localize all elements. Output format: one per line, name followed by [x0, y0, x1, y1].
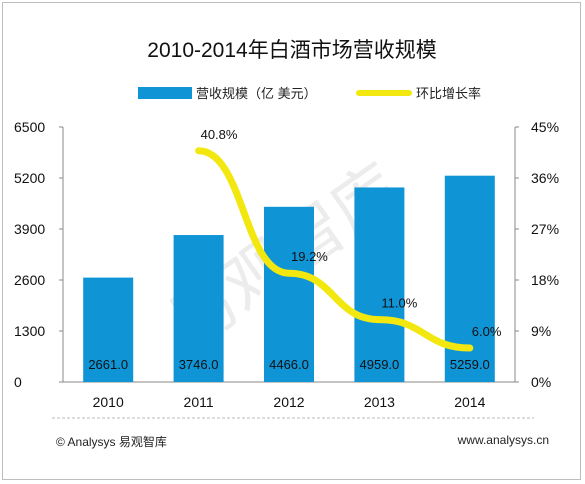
- bar-value-label: 2661.0: [88, 357, 128, 372]
- bar: [354, 187, 405, 382]
- x-tick-label: 2013: [364, 394, 395, 410]
- bar-value-label: 3746.0: [179, 357, 219, 372]
- growth-line: [195, 147, 474, 352]
- y-right-tick-label: 0%: [531, 374, 551, 390]
- x-tick-label: 2010: [93, 394, 124, 410]
- y-right-tick-label: 18%: [531, 272, 559, 288]
- growth-value-label: 19.2%: [291, 249, 328, 264]
- x-tick-label: 2011: [184, 394, 214, 410]
- y-left-tick-label: 2600: [14, 272, 45, 288]
- growth-point: [468, 347, 471, 349]
- y-right-tick-label: 36%: [531, 170, 559, 186]
- x-tick-label: 2014: [454, 394, 485, 410]
- y-right-tick-label: 9%: [531, 323, 551, 339]
- copyright-text: © Analysys 易观智库: [56, 435, 167, 449]
- growth-point: [197, 149, 200, 152]
- bar: [173, 235, 224, 382]
- growth-value-label: 40.8%: [201, 127, 238, 142]
- y-left-tick-label: 1300: [14, 323, 45, 339]
- legend-label-bar: 营收规模（亿 美元）: [196, 86, 317, 101]
- growth-point: [288, 272, 290, 275]
- y-left-tick-label: 5200: [14, 170, 45, 186]
- y-left-tick-label: 0: [14, 374, 22, 390]
- axes: 0 1300 2600 3900 5200 6500 0% 9% 18% 27% 36% 45% 201…: [14, 119, 559, 410]
- bar-value-label: 5259.0: [450, 357, 490, 372]
- y-left-tick-label: 3900: [14, 221, 45, 237]
- bar: [264, 206, 314, 382]
- bar: [83, 277, 134, 382]
- x-tick-label: 2012: [273, 394, 304, 410]
- legend-swatch-bar: [138, 87, 192, 99]
- y-right-tick-label: 27%: [531, 221, 559, 237]
- legend: 营收规模（亿 美元） 环比增长率: [138, 86, 481, 101]
- chart-title: 2010-2014年白酒市场营收规模: [147, 39, 436, 62]
- legend-label-line: 环比增长率: [416, 86, 481, 101]
- line-series: [195, 147, 474, 352]
- source-url: www.analysys.cn: [457, 433, 549, 447]
- y-right-tick-label: 45%: [531, 119, 559, 135]
- bar-value-label: 4959.0: [360, 357, 400, 372]
- data-labels: 2661.0 3746.0 4466.0 4959.0 5259.0 40.8% 19.2%…: [88, 127, 502, 372]
- bar-value-label: 4466.0: [269, 357, 309, 372]
- growth-value-label: 6.0%: [472, 324, 502, 339]
- growth-point: [378, 318, 381, 321]
- y-left-tick-label: 6500: [14, 119, 45, 135]
- growth-value-label: 11.0%: [381, 296, 417, 311]
